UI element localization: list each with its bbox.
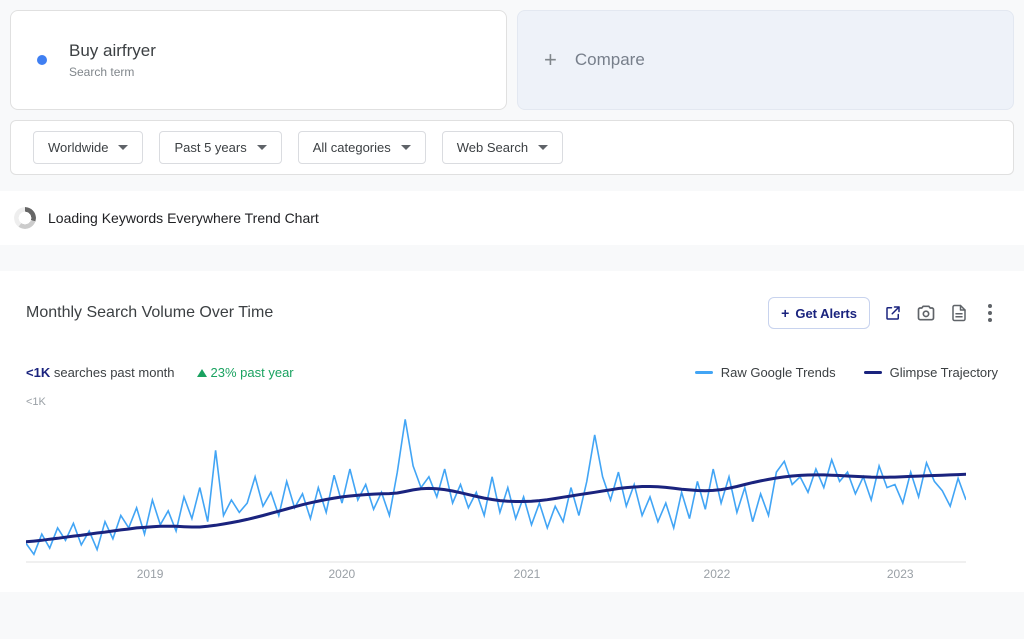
term-color-dot bbox=[37, 55, 47, 65]
compare-card[interactable]: + Compare bbox=[517, 10, 1014, 110]
chevron-down-icon bbox=[257, 145, 267, 150]
stats-legend-row: <1K searches past month 23% past year Ra… bbox=[26, 365, 998, 380]
svg-text:2022: 2022 bbox=[704, 567, 731, 581]
loading-card: Loading Keywords Everywhere Trend Chart bbox=[0, 191, 1024, 245]
chevron-down-icon bbox=[118, 145, 128, 150]
chart-title: Monthly Search Volume Over Time bbox=[26, 304, 273, 322]
compare-label: Compare bbox=[575, 50, 645, 70]
stat-volume: <1K searches past month bbox=[26, 365, 175, 380]
chart-actions: + Get Alerts bbox=[768, 297, 998, 329]
filter-label: Web Search bbox=[457, 140, 528, 155]
top-row: Buy airfryer Search term + Compare bbox=[0, 0, 1024, 110]
stat-change: 23% past year bbox=[197, 365, 294, 380]
legend: Raw Google Trends Glimpse Trajectory bbox=[695, 365, 998, 380]
loading-text: Loading Keywords Everywhere Trend Chart bbox=[48, 210, 319, 226]
chart-header: Monthly Search Volume Over Time + Get Al… bbox=[26, 297, 998, 329]
term-text: Buy airfryer Search term bbox=[69, 41, 156, 79]
stats-block: <1K searches past month 23% past year bbox=[26, 365, 294, 380]
trend-chart: 2019 2020 2021 2022 2023 bbox=[26, 402, 966, 582]
filter-searchtype[interactable]: Web Search bbox=[442, 131, 563, 164]
svg-text:2023: 2023 bbox=[887, 567, 914, 581]
chevron-down-icon bbox=[401, 145, 411, 150]
filter-category[interactable]: All categories bbox=[298, 131, 426, 164]
legend-raw[interactable]: Raw Google Trends bbox=[695, 365, 836, 380]
stat-volume-value: <1K bbox=[26, 365, 50, 380]
file-icon[interactable] bbox=[950, 303, 968, 323]
get-alerts-button[interactable]: + Get Alerts bbox=[768, 297, 870, 329]
filter-region[interactable]: Worldwide bbox=[33, 131, 143, 164]
svg-text:2020: 2020 bbox=[328, 567, 355, 581]
legend-label: Glimpse Trajectory bbox=[890, 365, 998, 380]
svg-text:2021: 2021 bbox=[514, 567, 541, 581]
kebab-menu-icon[interactable] bbox=[982, 304, 998, 322]
plus-icon: + bbox=[781, 305, 789, 321]
filter-row: Worldwide Past 5 years All categories We… bbox=[0, 110, 1024, 185]
search-term-card[interactable]: Buy airfryer Search term bbox=[10, 10, 507, 110]
spinner-icon bbox=[14, 207, 36, 229]
chart-card: Monthly Search Volume Over Time + Get Al… bbox=[0, 271, 1024, 592]
filter-timerange[interactable]: Past 5 years bbox=[159, 131, 281, 164]
chart-area: <1K 20192020202120222023 bbox=[26, 402, 998, 582]
legend-glimpse[interactable]: Glimpse Trajectory bbox=[864, 365, 998, 380]
term-title: Buy airfryer bbox=[69, 41, 156, 61]
filter-card: Worldwide Past 5 years All categories We… bbox=[10, 120, 1014, 175]
ytick-label: <1K bbox=[26, 396, 46, 408]
svg-text:2019: 2019 bbox=[137, 567, 164, 581]
stat-change-value: 23% past year bbox=[211, 365, 294, 380]
filter-label: Past 5 years bbox=[174, 140, 246, 155]
chevron-down-icon bbox=[538, 145, 548, 150]
plus-icon: + bbox=[544, 47, 557, 73]
legend-label: Raw Google Trends bbox=[721, 365, 836, 380]
page-scroll[interactable]: Buy airfryer Search term + Compare World… bbox=[0, 0, 1024, 639]
triangle-up-icon bbox=[197, 369, 207, 377]
legend-swatch bbox=[864, 371, 882, 374]
alerts-label: Get Alerts bbox=[795, 306, 857, 321]
filter-label: Worldwide bbox=[48, 140, 108, 155]
term-subtitle: Search term bbox=[69, 65, 156, 79]
filter-label: All categories bbox=[313, 140, 391, 155]
stat-volume-label: searches past month bbox=[54, 365, 175, 380]
camera-icon[interactable] bbox=[916, 303, 936, 323]
legend-swatch bbox=[695, 371, 713, 374]
external-link-icon[interactable] bbox=[884, 304, 902, 322]
page-content: Buy airfryer Search term + Compare World… bbox=[0, 0, 1024, 639]
